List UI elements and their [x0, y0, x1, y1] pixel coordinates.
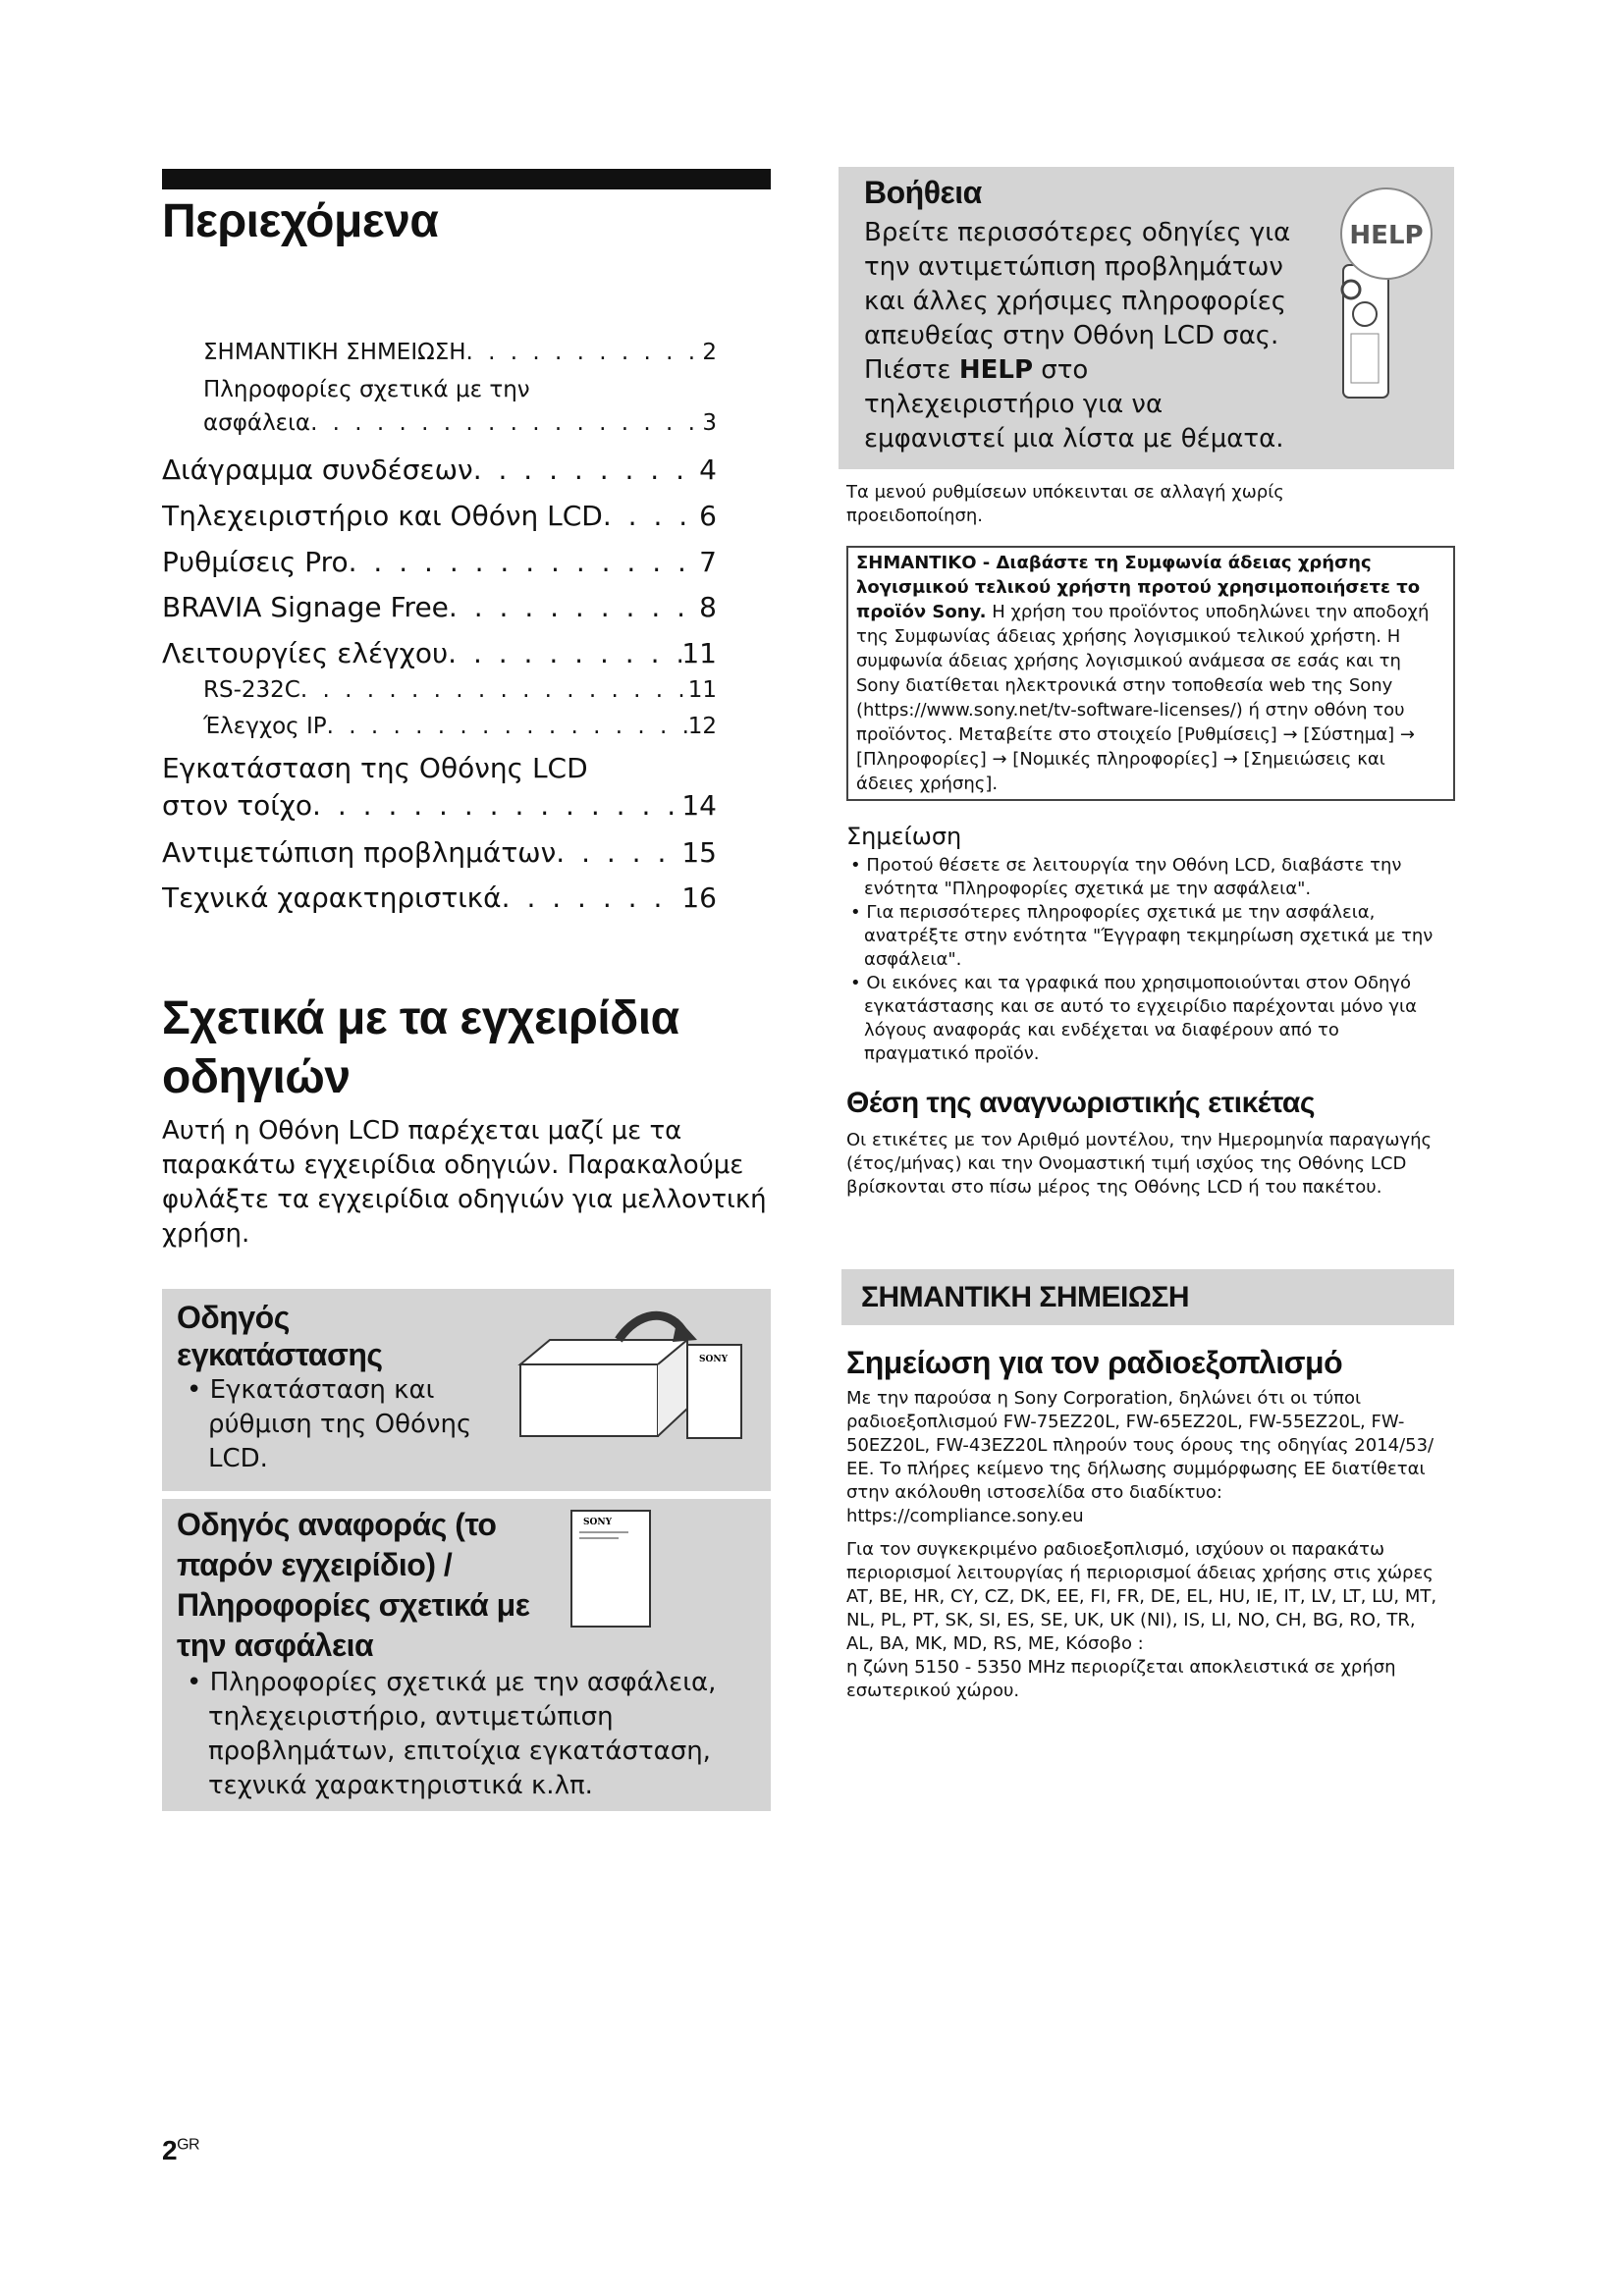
sony-logo: SONY — [699, 1355, 729, 1364]
toc-entry[interactable]: Αντιμετώπιση προβλημάτων 15 — [162, 836, 717, 869]
svg-text:SONY: SONY — [583, 1518, 613, 1527]
toc-entry-page: 11 — [681, 637, 717, 669]
toc-entry-label: ΣΗΜΑΝΤΙΚΗ ΣΗΜΕΙΩΣΗ — [203, 340, 466, 365]
toc-entry[interactable]: RS-232C 11 — [162, 677, 717, 703]
box-and-manual-icon: SONY — [517, 1310, 742, 1439]
radio-equipment-text: Με την παρούσα η Sony Corporation, δηλών… — [846, 1387, 1445, 1703]
toc-entry[interactable]: Ρυθμίσεις Pro 7 — [162, 546, 717, 578]
toc-leader-dots — [603, 500, 699, 532]
toc-entry-label: Ρυθμίσεις Pro — [162, 546, 349, 578]
note-item: • Οι εικόνες και τα γραφικά που χρησιμοπ… — [850, 973, 1417, 1064]
toc-entry[interactable]: ΣΗΜΑΝΤΙΚΗ ΣΗΜΕΙΩΣΗ 2 — [162, 340, 717, 365]
toc-entry-label: Τηλεχειριστήριο και Οθόνη LCD — [162, 500, 603, 532]
toc-entry[interactable]: Έλεγχος IP 12 — [162, 714, 717, 739]
toc-leader-dots — [327, 714, 688, 739]
toc-entry[interactable]: Τεχνικά χαρακτηριστικά 16 — [162, 881, 717, 914]
toc-entry-label: Αντιμετώπιση προβλημάτων — [162, 836, 557, 869]
toc-entry[interactable]: Διάγραμμα συνδέσεων 4 — [162, 454, 717, 486]
help-key: HELP — [958, 355, 1034, 385]
license-text: Η χρήση του προϊόντος υποδηλώνει την απο… — [856, 602, 1430, 794]
section-bar — [162, 169, 771, 189]
toc-leader-dots — [312, 789, 681, 822]
toc-entry[interactable]: Εγκατάσταση της Οθόνης LCD — [162, 752, 717, 784]
toc-entry-label: στον τοίχο — [162, 789, 313, 822]
setup-guide-title: Οδηγός εγκατάστασης — [177, 1300, 383, 1372]
toc-entry-page: 11 — [687, 677, 717, 703]
toc-entry-page: 7 — [699, 546, 717, 578]
contents-title: Περιεχόμενα — [162, 195, 439, 247]
manuals-title-line1: Σχετικά με τα εγχειρίδια — [162, 992, 679, 1044]
restrictions-paragraph: Για τον συγκεκριμένο ραδιοεξοπλισμό, ισχ… — [846, 1539, 1437, 1654]
setup-guide-bullet: • Εγκατάσταση και ρύθμιση της Οθόνης LCD… — [187, 1375, 472, 1473]
manuals-title-line2: οδηγιών — [162, 1051, 351, 1103]
declaration-paragraph: Με την παρούσα η Sony Corporation, δηλών… — [846, 1388, 1435, 1526]
toc-entry-page: 14 — [681, 789, 717, 822]
band-restriction-paragraph: η ζώνη 5150 - 5350 MHz περιορίζεται αποκ… — [846, 1657, 1396, 1701]
label-location-title: Θέση της αναγνωριστικής ετικέτας — [846, 1087, 1315, 1119]
toc-entry-label: Διάγραμμα συνδέσεων — [162, 454, 473, 486]
note-list: • Προτού θέσετε σε λειτουργία την Οθόνη … — [846, 854, 1445, 1066]
license-box: ΣΗΜΑΝΤΙΚΟ - Διαβάστε τη Συμφωνία άδειας … — [846, 546, 1455, 801]
toc-entry-page: 16 — [681, 881, 717, 914]
toc-entry-page: 12 — [687, 714, 717, 739]
toc-entry[interactable]: Πληροφορίες σχετικά με την — [162, 377, 717, 402]
toc-entry-label: Έλεγχος IP — [203, 714, 327, 739]
toc-entry-label: Τεχνικά χαρακτηριστικά — [162, 881, 502, 914]
toc-leader-dots — [448, 637, 681, 669]
manual-booklet-icon: SONY — [570, 1510, 651, 1628]
toc-leader-dots — [349, 546, 700, 578]
toc-entry-label: Λειτουργίες ελέγχου — [162, 637, 449, 669]
help-title: Βοήθεια — [864, 175, 982, 210]
toc-leader-dots — [473, 454, 699, 486]
toc-entry[interactable]: στον τοίχο 14 — [162, 789, 717, 822]
reference-guide-title: Οδηγός αναφοράς (το παρόν εγχειρίδιο) / … — [177, 1507, 530, 1663]
manuals-title: Σχετικά με τα εγχειρίδια οδηγιών — [162, 989, 679, 1107]
toc-entry[interactable]: ασφάλεια 3 — [162, 410, 717, 436]
toc-entry-page: 3 — [702, 410, 717, 436]
toc-leader-dots — [466, 340, 703, 365]
note-title: Σημείωση — [846, 823, 962, 850]
toc-leader-dots — [300, 677, 688, 703]
toc-entry-page: 15 — [681, 836, 717, 869]
setup-guide-box: Οδηγός εγκατάστασης • Εγκατάσταση και ρύ… — [162, 1289, 771, 1491]
note-item: • Προτού θέσετε σε λειτουργία την Οθόνη … — [850, 855, 1402, 899]
menu-note-text: Τα μενού ρυθμίσεων υπόκεινται σε αλλαγή … — [846, 482, 1284, 526]
note-item: • Για περισσότερες πληροφορίες σχετικά μ… — [850, 902, 1434, 970]
toc-entry-label: Πληροφορίες σχετικά με την — [203, 377, 530, 402]
page-number: 2GR — [162, 2135, 200, 2165]
toc-leader-dots — [556, 836, 681, 869]
label-location-text: Οι ετικέτες με τον Αριθμό μοντέλου, την … — [846, 1130, 1433, 1198]
license-heading: ΣΗΜΑΝΤΙΚΟ - Διαβάστε τη Συμφωνία άδειας … — [856, 553, 1421, 622]
toc-leader-dots — [502, 881, 682, 914]
toc-entry-page: 6 — [699, 500, 717, 532]
toc-entry[interactable]: Λειτουργίες ελέγχου 11 — [162, 637, 717, 669]
toc-entry-label: BRAVIA Signage Free — [162, 591, 449, 623]
reference-guide-box: Οδηγός αναφοράς (το παρόν εγχειρίδιο) / … — [162, 1499, 771, 1811]
toc-leader-dots — [310, 410, 702, 436]
important-notice-banner: ΣΗΜΑΝΤΙΚΗ ΣΗΜΕΙΩΣΗ — [841, 1269, 1454, 1325]
toc-entry[interactable]: Τηλεχειριστήριο και Οθόνη LCD 6 — [162, 500, 717, 532]
manuals-intro: Αυτή η Οθόνη LCD παρέχεται μαζί με τα πα… — [162, 1116, 767, 1249]
help-box: Βοήθεια Βρείτε περισσότερες οδηγίες για … — [839, 167, 1454, 469]
help-badge: HELP — [1349, 221, 1423, 250]
toc-entry[interactable]: BRAVIA Signage Free 8 — [162, 591, 717, 623]
help-text: Βρείτε περισσότερες οδηγίες για την αντι… — [864, 218, 1291, 454]
toc-entry-page: 8 — [699, 591, 717, 623]
reference-guide-bullet: • Πληροφορίες σχετικά με την ασφάλεια, τ… — [187, 1668, 717, 1800]
toc-entry-page: 2 — [702, 340, 717, 365]
radio-equipment-title: Σημείωση για τον ραδιοεξοπλισμό — [846, 1345, 1343, 1380]
remote-control-icon: HELP — [1340, 187, 1433, 399]
toc-entry-label: Εγκατάσταση της Οθόνης LCD — [162, 752, 588, 784]
toc-entry-label: RS-232C — [203, 677, 300, 703]
toc-entry-page: 4 — [699, 454, 717, 486]
toc-leader-dots — [449, 591, 699, 623]
toc-entry-label: ασφάλεια — [203, 410, 311, 436]
